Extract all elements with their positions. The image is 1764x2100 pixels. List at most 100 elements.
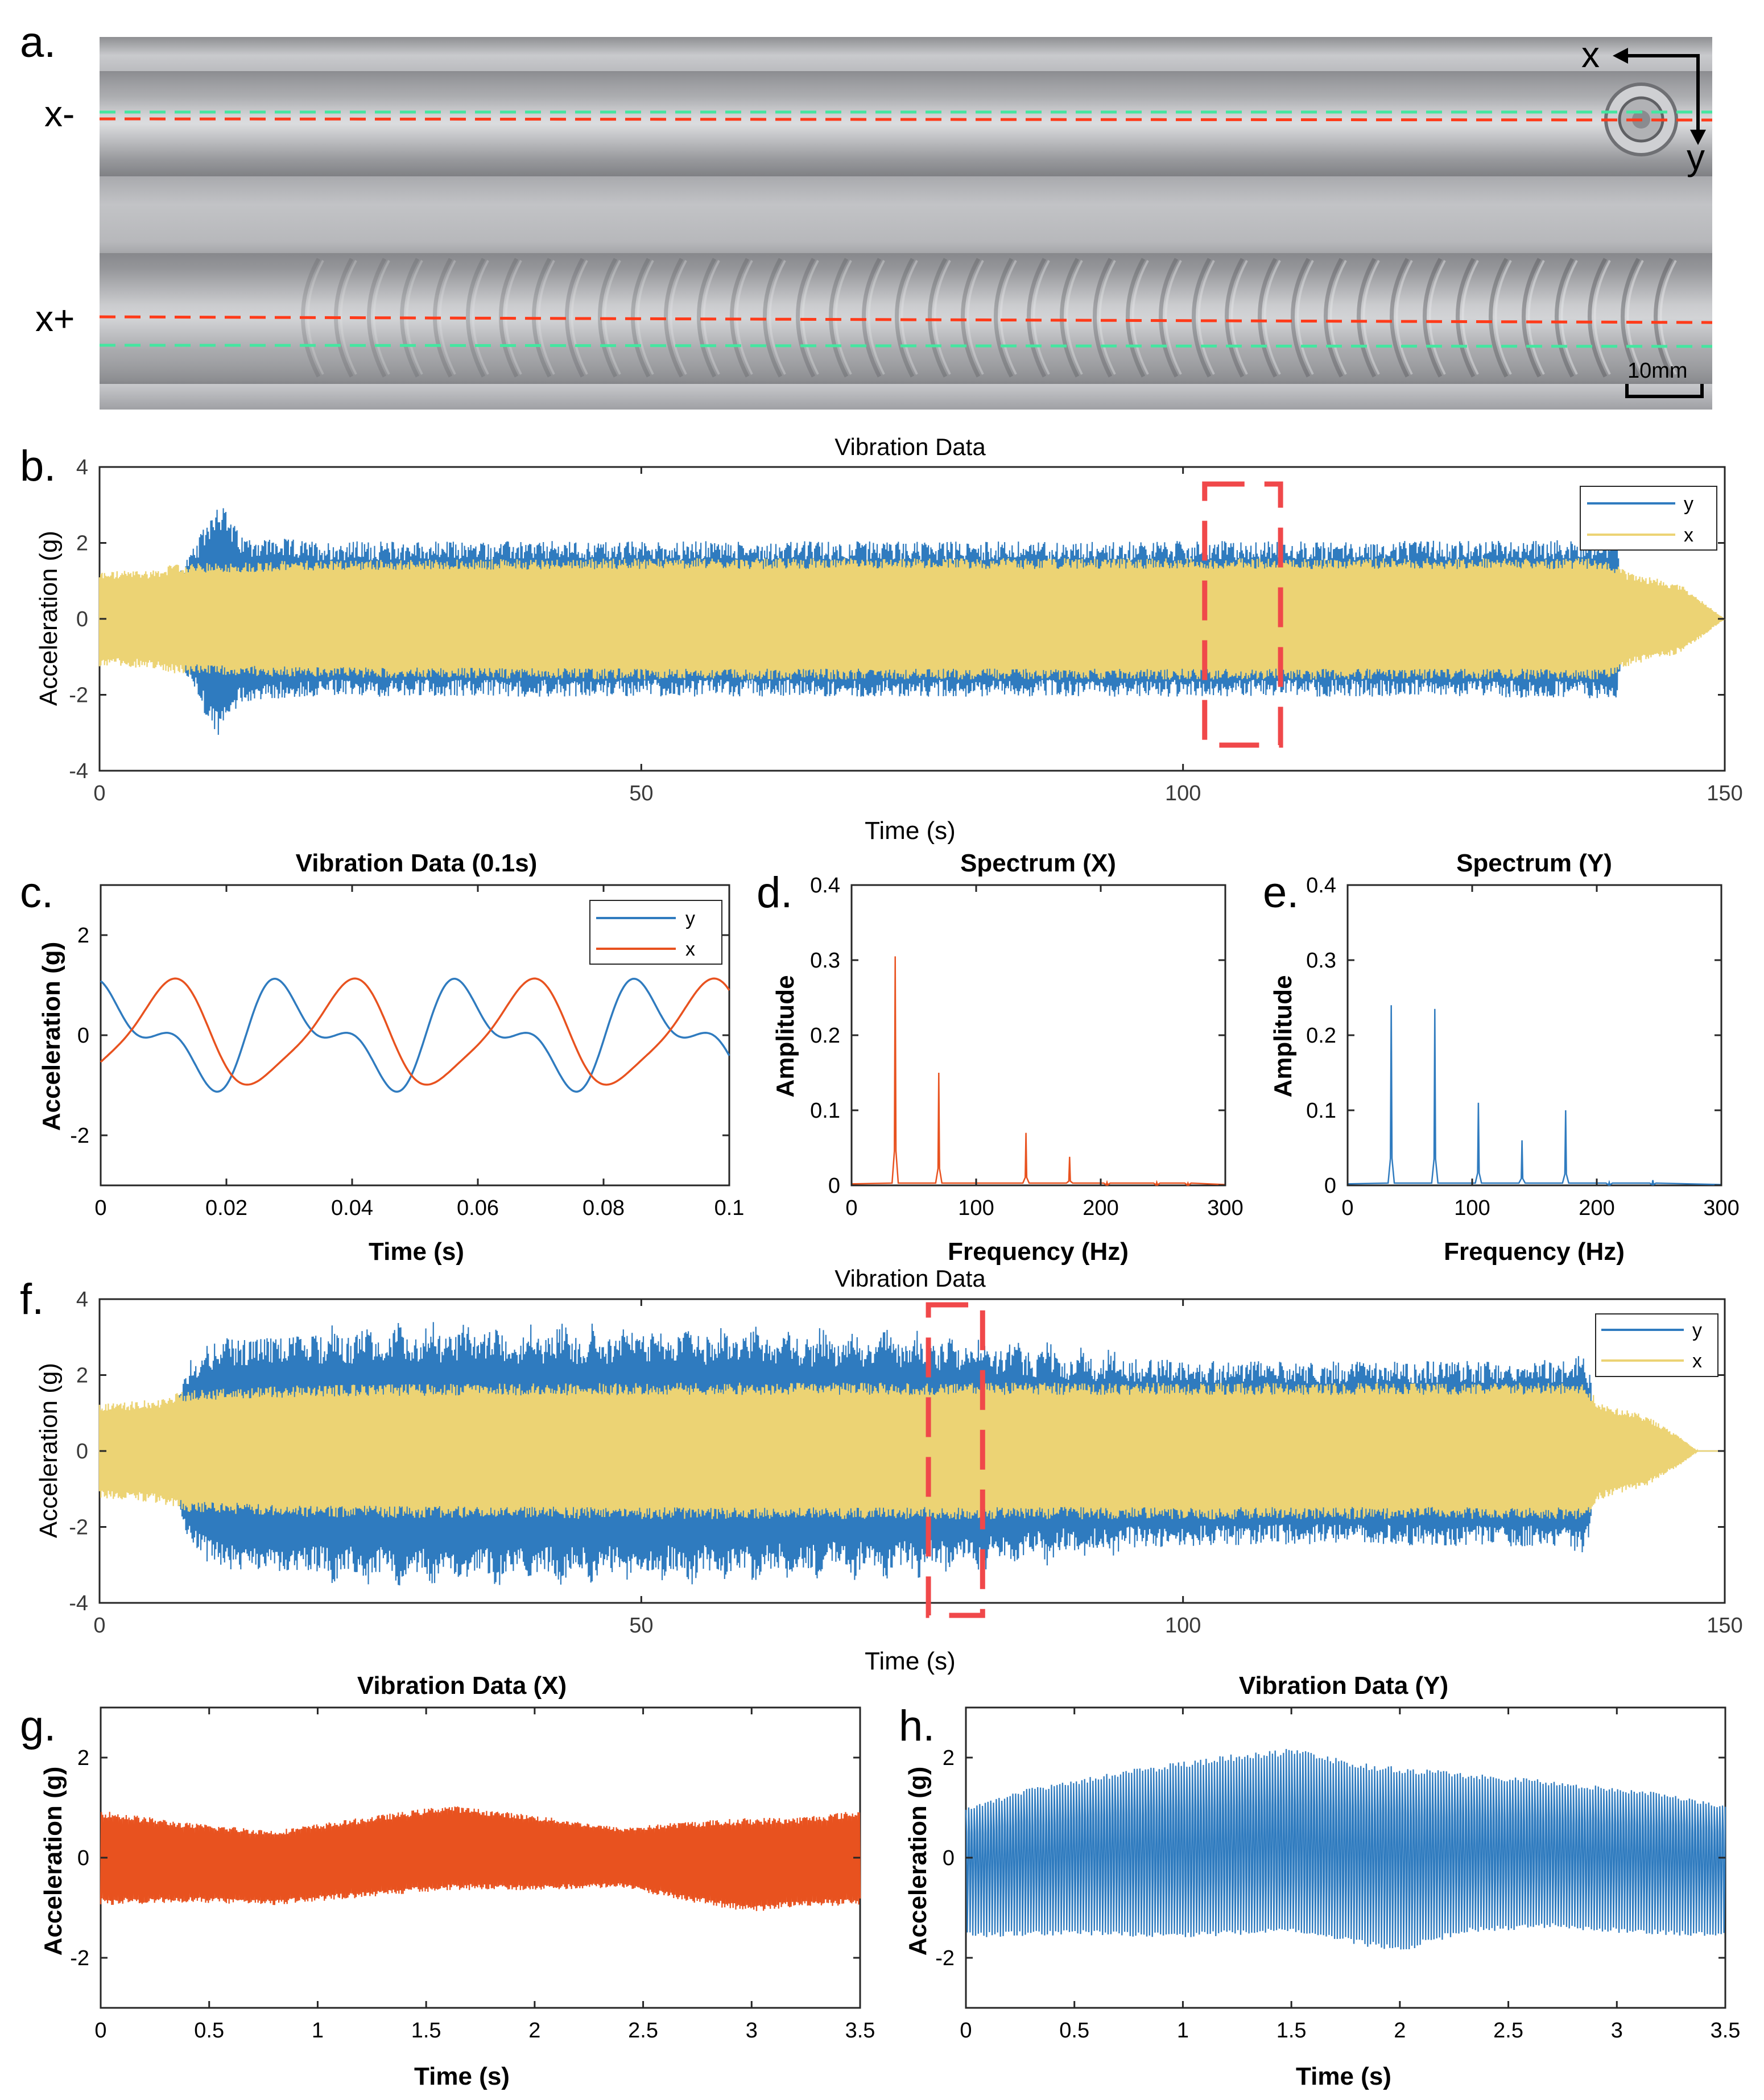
weld-ripple: [1621, 258, 1641, 378]
chart-b-ytick-label: 4: [76, 456, 88, 479]
chart-f-title: Vibration Data: [835, 1265, 986, 1292]
chart-g-ylabel: Acceleration (g): [39, 1767, 67, 1956]
chart-h-xtick-label: 0.5: [1059, 2019, 1089, 2043]
weld-ripple-highlight: [1065, 260, 1083, 375]
chart-b-xtick-label: 50: [629, 782, 653, 805]
weld-ripple: [1324, 258, 1344, 378]
chart-d-xtick-label: 200: [1083, 1196, 1118, 1220]
chart-e-xtick-label: 300: [1703, 1196, 1739, 1220]
weld-ripple: [631, 258, 651, 378]
chart-f-xtick-label: 150: [1707, 1614, 1742, 1638]
chart-f-legend-y: y: [1692, 1320, 1702, 1341]
chart-g-xtick-label: 0: [94, 2019, 106, 2043]
chart-f-legend-x: x: [1692, 1350, 1702, 1372]
weld-ripple-highlight: [1263, 260, 1281, 375]
weld-ripple-highlight: [999, 260, 1017, 375]
chart-b-ticks: 0 50 100 150 -4 -2 0 2 4: [69, 456, 1743, 805]
panel-label-e: e.: [1263, 869, 1299, 917]
chart-c-xtick-label: 0.04: [331, 1196, 373, 1220]
weld-ripple-highlight: [835, 260, 852, 375]
chart-e-axes: [1346, 884, 1722, 1187]
weld-ripple: [1654, 258, 1674, 378]
chart-d-ticks: 0 100 200 300 0 0.1 0.2 0.3 0.4: [810, 874, 1244, 1220]
weld-ripple: [367, 258, 387, 378]
chart-b-ytick-label: 0: [76, 607, 88, 631]
weld-ripple-highlight: [637, 260, 654, 375]
weld-ripple: [1390, 258, 1410, 378]
chart-e-title: Spectrum (Y): [1456, 849, 1612, 877]
chart-h-title: Vibration Data (Y): [1239, 1672, 1448, 1700]
chart-b-xlabel: Time (s): [865, 817, 956, 845]
chart-g-xtick-label: 0.5: [194, 2019, 224, 2043]
panel-label-a: a.: [20, 18, 56, 67]
chart-g-ticks: 0 0.5 1 1.5 2 2.5 3 3.5 -2 0 2: [70, 1708, 875, 2043]
chart-e-xtick-label: 100: [1454, 1196, 1490, 1220]
chart-h-ticks: 0 0.5 1 1.5 2 2.5 3 3.5 -2 0 2: [935, 1708, 1740, 2043]
chart-e-ytick-label: 0.2: [1306, 1024, 1336, 1048]
weld-ripple-highlight: [1296, 260, 1314, 375]
scale-bar: [1625, 384, 1704, 398]
chart-c-xtick-label: 0: [94, 1196, 106, 1220]
chart-f-xtick-label: 50: [629, 1614, 653, 1638]
weld-ripple-highlight: [900, 260, 918, 375]
weld-ripple-highlight: [1593, 260, 1611, 375]
weld-ripple-highlight: [966, 260, 984, 375]
chart-b-xtick-label: 0: [93, 782, 105, 805]
chart-f-xtick-label: 100: [1165, 1614, 1201, 1638]
coordinate-axes-icon: [1613, 48, 1706, 145]
weld-ripple-highlight: [571, 260, 588, 375]
chart-d-xtick-label: 100: [958, 1196, 994, 1220]
chart-e-plot-area: [1347, 1005, 1722, 1187]
axis-label-y: y: [1687, 137, 1705, 177]
chart-f-ytick-label: 2: [76, 1364, 88, 1388]
weld-ripple: [730, 258, 750, 378]
chart-c-series-x: [100, 977, 730, 1086]
chart-g-series-x: [100, 1806, 861, 1911]
chart-c-ylabel: Acceleration (g): [38, 942, 65, 1131]
weld-ripple-highlight: [769, 260, 786, 375]
weld-ripple-highlight: [802, 260, 819, 375]
chart-c-plot-area: [100, 977, 730, 1093]
weld-ripple: [829, 258, 849, 378]
chart-g-xtick-label: 3.5: [845, 2019, 875, 2043]
chart-c-xtick-label: 0.1: [714, 1196, 745, 1220]
chart-g-ytick-label: 2: [77, 1746, 89, 1770]
weld-ripple: [1225, 258, 1245, 378]
chart-b-series-x: [98, 558, 1725, 680]
upper-weld-bead: [100, 71, 1712, 176]
weld-ripple: [1027, 258, 1047, 378]
chart-g-xtick-label: 1: [312, 2019, 324, 2043]
chart-h-xtick-label: 3: [1611, 2019, 1623, 2043]
weld-ripple: [697, 258, 717, 378]
chart-g-title: Vibration Data (X): [357, 1672, 567, 1700]
weld-ripple-highlight: [1494, 260, 1512, 375]
weld-ripple-highlight: [1659, 260, 1677, 375]
weld-ripple: [928, 258, 948, 378]
chart-c-xtick-label: 0.06: [457, 1196, 499, 1220]
chart-d-xtick-label: 300: [1207, 1196, 1243, 1220]
weld-ripple: [1489, 258, 1509, 378]
chart-b-highlight-window: [1202, 481, 1283, 748]
chart-d-ytick-label: 0.4: [810, 874, 840, 898]
chart-c-xtick-label: 0.08: [583, 1196, 625, 1220]
weld-ripple: [1357, 258, 1377, 378]
chart-h-xtick-label: 3.5: [1711, 2019, 1741, 2043]
weld-ripple-highlight: [472, 260, 489, 375]
chart-b-ytick-label: -4: [69, 759, 88, 783]
chart-e-xlabel: Frequency (Hz): [1444, 1238, 1625, 1266]
chart-f-ytick-label: 0: [76, 1440, 88, 1464]
chart-h-ylabel: Acceleration (g): [904, 1767, 932, 1956]
weld-ripple: [1093, 258, 1113, 378]
weld-ripple: [1291, 258, 1311, 378]
weld-ripple-highlight: [1560, 260, 1578, 375]
weld-ripple: [598, 258, 618, 378]
panel-label-f: f.: [20, 1275, 44, 1324]
weld-ripple: [862, 258, 882, 378]
weld-ripple: [961, 258, 981, 378]
chart-c-title: Vibration Data (0.1s): [296, 849, 538, 877]
chart-c-ytick-label: 2: [77, 924, 89, 948]
chart-g-xtick-label: 2: [528, 2019, 540, 2043]
chart-g-xtick-label: 2.5: [628, 2019, 658, 2043]
axis-label-x: x: [1581, 34, 1600, 75]
chart-e-ytick-label: 0.4: [1306, 874, 1336, 898]
